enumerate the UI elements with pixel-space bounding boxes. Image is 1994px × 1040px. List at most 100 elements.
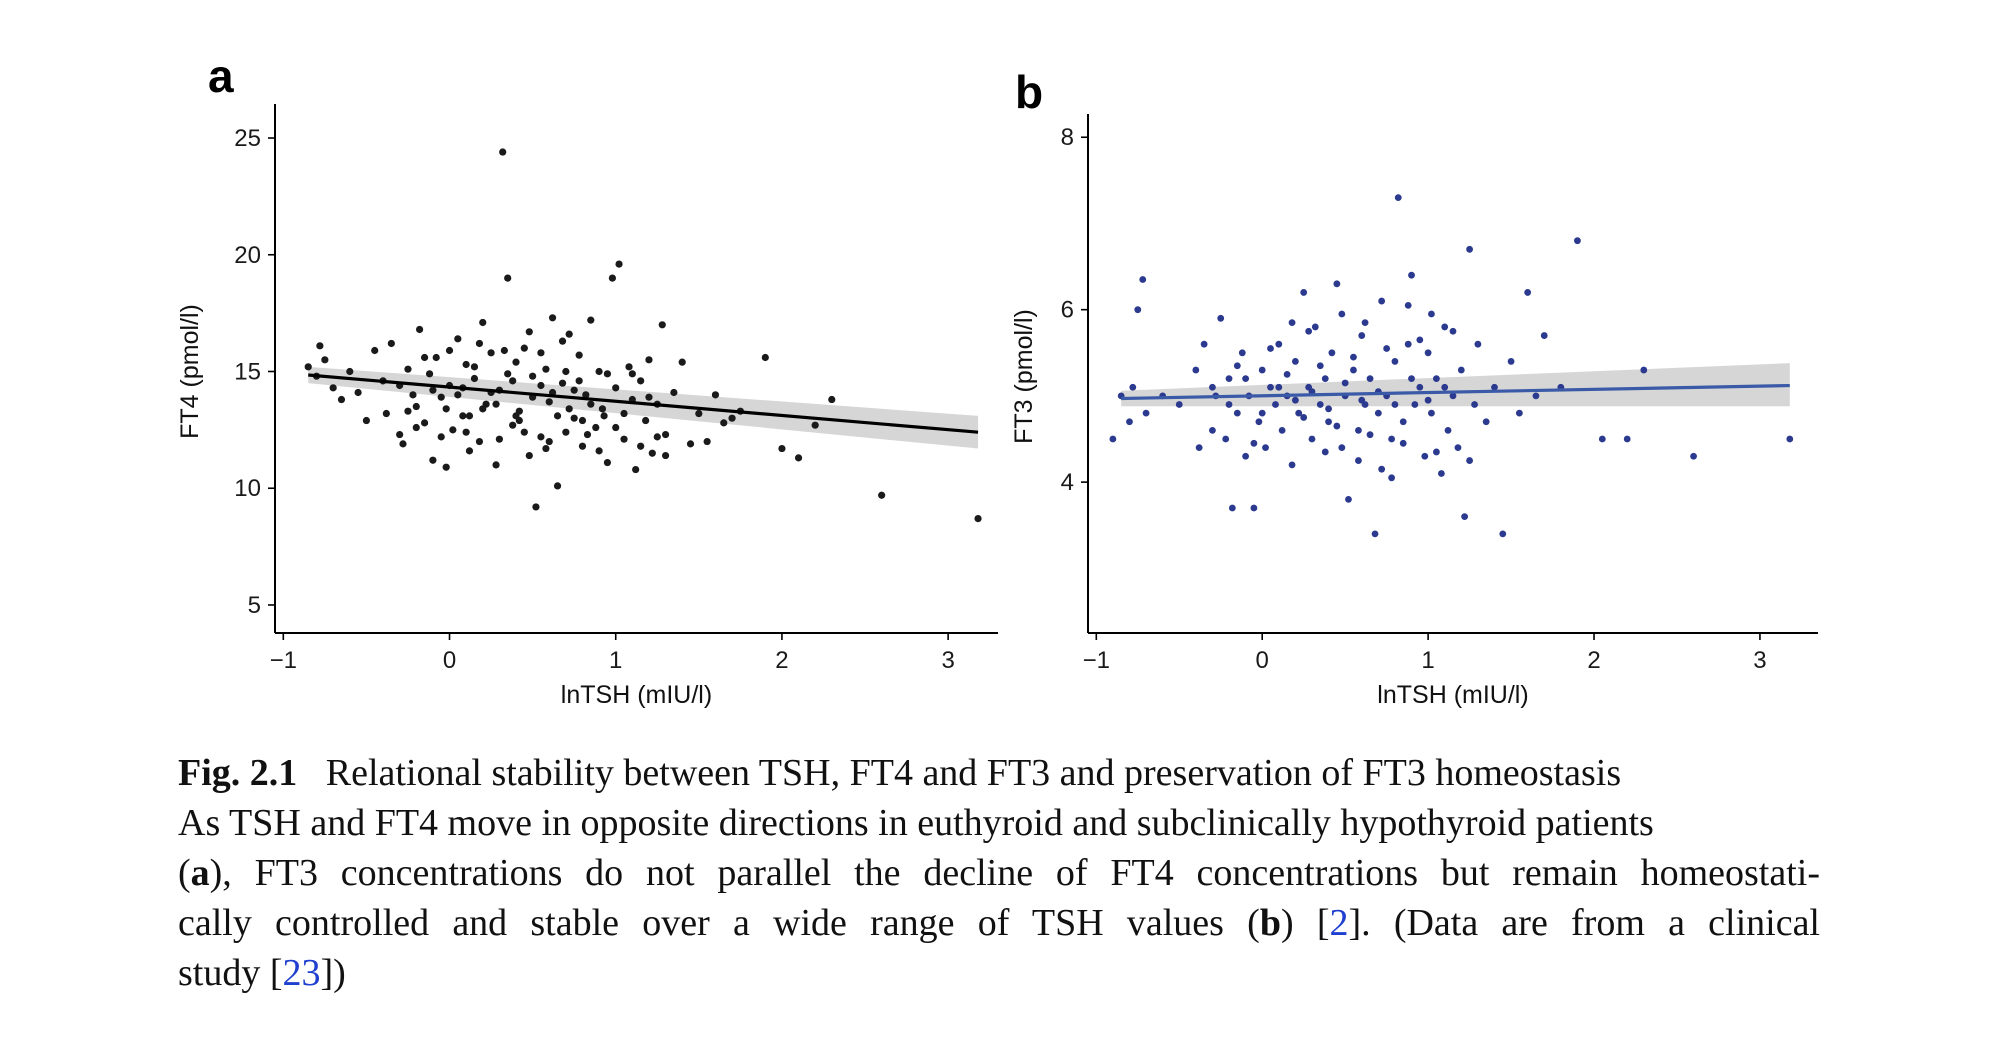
panel-a-data-point	[499, 148, 507, 156]
panel-b-data-point	[1437, 470, 1445, 477]
panel-b-data-point	[1238, 349, 1246, 357]
panel-a-data-point	[454, 335, 462, 343]
panel-a-data-point	[661, 430, 670, 439]
panel-b-data-point	[1433, 448, 1440, 456]
panel-a-x-tick-label: 0	[443, 647, 456, 674]
panel-a-data-point	[515, 416, 523, 425]
caption-line-2: As TSH and FT4 move in opposite directio…	[178, 802, 1654, 844]
panel-a-data-point	[686, 440, 695, 448]
panel-a-data-point	[504, 370, 512, 378]
panel-b-data-point	[1491, 383, 1498, 391]
panel-b-data-point	[1399, 439, 1407, 447]
panel-b-data-point	[1175, 401, 1183, 408]
panel-b-data-point	[1388, 435, 1396, 443]
panel-b-data-point	[1250, 439, 1258, 447]
panel-a-data-point	[470, 363, 479, 371]
panel-a-data-point	[811, 421, 819, 429]
panel-a-data-point	[449, 426, 457, 434]
panel-b-data-point	[1267, 345, 1274, 352]
panel-a-data-point	[387, 339, 395, 348]
panel-b-data-point	[1338, 310, 1346, 318]
panel-b-data-point	[1217, 314, 1225, 322]
panel-a-data-point	[532, 503, 540, 511]
panel-b-data-point	[1258, 366, 1266, 374]
panel-b-data-point	[1350, 366, 1357, 374]
caption-line-3: (a), FT3 concentrations do not parallel …	[178, 848, 1820, 898]
panel-b-data-point	[1428, 409, 1435, 417]
panel-a-data-point	[545, 398, 553, 406]
panel-b-data-point	[1333, 280, 1341, 288]
caption-line-5: study [23])	[178, 948, 1820, 998]
panel-a-data-point	[587, 316, 595, 324]
panel-a-data-point	[462, 428, 470, 436]
panel-b-data-point	[1225, 401, 1233, 408]
panel-b-data-point	[1404, 301, 1412, 309]
panel-a-data-point	[416, 325, 424, 334]
panel-a-data-point	[520, 428, 528, 436]
panel-a-data-point	[565, 330, 573, 338]
panel-b-data-point	[1454, 444, 1462, 452]
panel-a-data-point	[316, 342, 324, 350]
panel-b-data-point	[1388, 474, 1396, 482]
panel-b-data-point	[1295, 409, 1303, 417]
panel-a-x-tick-label: 2	[775, 647, 788, 674]
panel-a-data-point	[409, 391, 417, 399]
panel-b-y-tick-label: 6	[1061, 297, 1074, 324]
panel-a-data-point	[828, 395, 836, 404]
caption-ref-panel-b: b	[1259, 902, 1281, 944]
panel-b-data-point	[1623, 435, 1631, 443]
panel-a-regression-line	[308, 373, 979, 434]
panel-a-data-point	[661, 451, 670, 460]
panel-a-data-point	[645, 356, 653, 364]
panel-a-y-axis-title: FT4 (pmol/l)	[176, 304, 204, 439]
panel-b-data-point	[1411, 401, 1419, 408]
panel-b-y-tick-label: 4	[1061, 469, 1074, 496]
panel-a-data-point	[321, 356, 329, 364]
panel-a-data-point	[720, 419, 728, 427]
panel-b-data-point	[1424, 396, 1432, 404]
panel-b-data-point	[1394, 194, 1402, 201]
panel-b-data-point	[1408, 375, 1415, 383]
citation-link-23[interactable]: 23	[282, 952, 321, 994]
panel-b-regression-line	[1121, 383, 1790, 401]
caption-line-4-mid: ) [	[1280, 902, 1330, 944]
panel-a-data-point	[612, 423, 620, 432]
panel-b-data-point	[1466, 457, 1473, 464]
panel-b-data-point	[1466, 245, 1473, 253]
panel-a-data-point	[620, 435, 628, 443]
panel-a-data-point	[479, 318, 487, 327]
panel-b-data-point	[1524, 289, 1532, 296]
panel-a-data-point	[354, 388, 362, 397]
panel-b-data-point	[1399, 418, 1407, 426]
panel-a-data-point	[537, 433, 545, 441]
panel-a-data-point	[404, 407, 412, 415]
panel-a-data-point	[575, 377, 583, 385]
panel-b-data-point	[1233, 362, 1241, 370]
panel-a-x-tick-label: −1	[270, 647, 297, 674]
panel-b-x-tick-label: 0	[1256, 647, 1269, 674]
panel-b-data-point	[1374, 409, 1382, 417]
panel-a-confidence-band	[308, 366, 979, 449]
panel-a-data-point	[645, 393, 653, 401]
panel-a-data-point	[329, 384, 337, 392]
panel-a-data-point	[442, 463, 450, 471]
panel-a-data-point	[442, 405, 450, 413]
panel-a-data-point	[399, 440, 407, 448]
panel-b-data-point	[1258, 409, 1266, 417]
panel-b-data-point	[1338, 444, 1346, 452]
panel-a-data-point	[542, 365, 550, 373]
panel-b-data-point	[1300, 289, 1308, 296]
panel-a-data-point	[632, 465, 640, 474]
panel-a-data-point	[570, 386, 578, 394]
panel-b-data-point	[1291, 358, 1299, 365]
panel-a-data-point	[794, 454, 803, 462]
panel-a-data-point	[462, 360, 470, 369]
panel-a-data-point	[492, 400, 500, 408]
citation-link-2[interactable]: 2	[1329, 902, 1349, 944]
panel-a-data-point	[470, 374, 479, 383]
panel-b-data-point	[1424, 349, 1432, 357]
panel-a-data-point	[587, 400, 595, 408]
caption-line-1: Fig. 2.1 Relational stability between TS…	[178, 748, 1820, 798]
panel-a-data-point	[600, 412, 608, 420]
panel-a-data-point	[608, 274, 617, 282]
